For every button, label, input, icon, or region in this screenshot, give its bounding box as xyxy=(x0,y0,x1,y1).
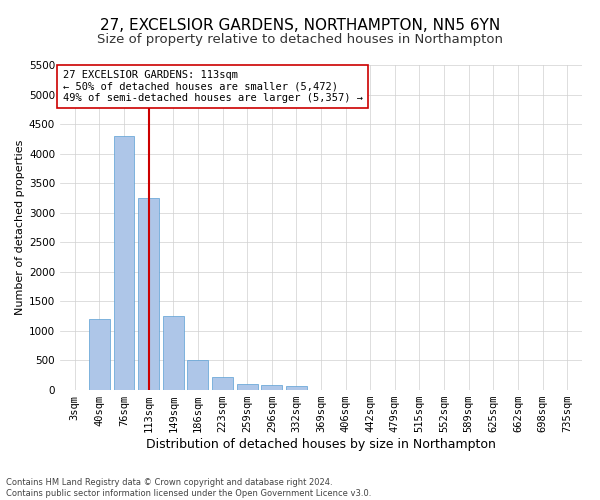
Bar xyxy=(138,198,159,390)
X-axis label: Distribution of detached houses by size in Northampton: Distribution of detached houses by size … xyxy=(146,438,496,451)
Text: Size of property relative to detached houses in Northampton: Size of property relative to detached ho… xyxy=(97,32,503,46)
Bar xyxy=(261,386,282,390)
Bar xyxy=(163,316,184,390)
Bar xyxy=(89,319,110,390)
Y-axis label: Number of detached properties: Number of detached properties xyxy=(15,140,25,315)
Text: 27, EXCELSIOR GARDENS, NORTHAMPTON, NN5 6YN: 27, EXCELSIOR GARDENS, NORTHAMPTON, NN5 … xyxy=(100,18,500,32)
Text: Contains HM Land Registry data © Crown copyright and database right 2024.
Contai: Contains HM Land Registry data © Crown c… xyxy=(6,478,371,498)
Bar xyxy=(286,386,307,390)
Bar xyxy=(236,384,257,390)
Bar xyxy=(113,136,134,390)
Bar xyxy=(212,377,233,390)
Text: 27 EXCELSIOR GARDENS: 113sqm
← 50% of detached houses are smaller (5,472)
49% of: 27 EXCELSIOR GARDENS: 113sqm ← 50% of de… xyxy=(62,70,362,103)
Bar xyxy=(187,360,208,390)
